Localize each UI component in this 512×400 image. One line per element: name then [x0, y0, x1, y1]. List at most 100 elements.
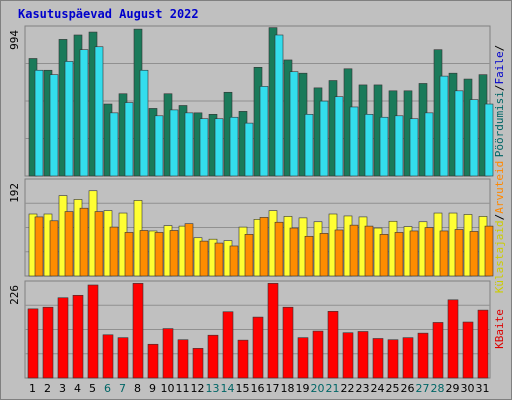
- top-bar-faile-18: [289, 71, 299, 177]
- middle-bar-arvuteid-16: [259, 217, 269, 277]
- middle-bar-arvuteid-23: [364, 225, 374, 277]
- x-tick-label-30: 30: [461, 382, 475, 395]
- legend-entry: Külastajaid: [493, 220, 506, 293]
- middle-bar-arvuteid-13: [214, 242, 224, 277]
- top-bar-faile-2: [49, 74, 59, 177]
- x-tick-label-26: 26: [401, 382, 415, 395]
- bottom-bar-kbaite-27: [417, 332, 429, 379]
- middle-bar-arvuteid-4: [79, 207, 89, 277]
- x-tick-label-5: 5: [89, 382, 96, 395]
- x-tick-label-21: 21: [326, 382, 340, 395]
- bottom-bar-kbaite-19: [297, 337, 309, 379]
- x-tick-label-8: 8: [134, 382, 141, 395]
- top-bar-faile-11: [184, 112, 194, 177]
- top-bar-faile-20: [319, 100, 329, 177]
- bottom-bar-kbaite-26: [402, 337, 414, 379]
- legend-entry: /: [493, 214, 506, 221]
- x-tick-label-29: 29: [446, 382, 460, 395]
- bottom-bar-kbaite-30: [462, 321, 474, 379]
- middle-ytick-label: 192: [8, 183, 21, 203]
- x-tick-label-3: 3: [59, 382, 66, 395]
- middle-bar-arvuteid-9: [154, 232, 164, 277]
- top-bar-faile-1: [34, 69, 44, 177]
- top-bar-faile-8: [139, 69, 149, 177]
- x-tick-label-22: 22: [341, 382, 355, 395]
- bottom-ytick-label: 226: [8, 285, 21, 305]
- top-bar-faile-29: [454, 90, 464, 177]
- top-bar-faile-5: [94, 46, 104, 177]
- bottom-bar-kbaite-3: [57, 297, 69, 379]
- top-bar-faile-30: [469, 99, 479, 177]
- middle-bar-arvuteid-2: [49, 220, 59, 277]
- top-bar-faile-23: [364, 114, 374, 177]
- middle-bar-arvuteid-12: [199, 240, 209, 277]
- bottom-legend: KBaite: [493, 309, 506, 349]
- x-tick-label-7: 7: [119, 382, 126, 395]
- middle-bar-arvuteid-14: [229, 245, 239, 277]
- x-tick-label-23: 23: [356, 382, 370, 395]
- middle-bar-arvuteid-25: [394, 232, 404, 277]
- top-bar-faile-21: [334, 96, 344, 177]
- middle-bar-arvuteid-17: [274, 221, 284, 277]
- x-tick-label-18: 18: [281, 382, 295, 395]
- middle-bar-arvuteid-22: [349, 224, 359, 277]
- middle-bar-arvuteid-11: [184, 223, 194, 277]
- legend-entry: /: [493, 84, 506, 91]
- top-legend: Pöördumisi/Faile/: [493, 45, 506, 158]
- middle-bar-arvuteid-29: [454, 229, 464, 277]
- x-tick-label-20: 20: [311, 382, 325, 395]
- legend-entry: Pöördumisi: [493, 91, 506, 157]
- legend-entry: /: [493, 45, 506, 52]
- bottom-bar-kbaite-28: [432, 322, 444, 379]
- middle-legend: Külastajaid/Arvuteid: [493, 161, 506, 293]
- x-tick-label-28: 28: [431, 382, 445, 395]
- x-tick-label-27: 27: [416, 382, 430, 395]
- middle-bar-arvuteid-18: [289, 227, 299, 277]
- x-tick-label-31: 31: [476, 382, 490, 395]
- bottom-bar-kbaite-1: [27, 308, 39, 379]
- x-tick-label-9: 9: [149, 382, 156, 395]
- x-tick-label-16: 16: [251, 382, 265, 395]
- chart-title: Kasutuspäevad August 2022: [18, 7, 199, 21]
- x-tick-label-14: 14: [221, 382, 235, 395]
- x-tick-label-11: 11: [176, 382, 190, 395]
- middle-bar-arvuteid-28: [439, 230, 449, 277]
- middle-bar-arvuteid-26: [409, 230, 419, 277]
- bottom-bar-kbaite-8: [132, 283, 144, 379]
- middle-bar-arvuteid-10: [169, 230, 179, 277]
- top-bar-faile-26: [409, 118, 419, 177]
- legend-entry: Arvuteid: [493, 161, 506, 214]
- x-tick-label-17: 17: [266, 382, 280, 395]
- top-bar-faile-27: [424, 112, 434, 177]
- x-tick-label-24: 24: [371, 382, 385, 395]
- middle-bar-arvuteid-21: [334, 229, 344, 277]
- bottom-bar-kbaite-16: [252, 316, 264, 379]
- bottom-bar-kbaite-14: [222, 311, 234, 379]
- bottom-bar-kbaite-9: [147, 343, 159, 379]
- bottom-bar-kbaite-24: [372, 338, 384, 379]
- bottom-bar-kbaite-29: [447, 299, 459, 379]
- top-bar-faile-3: [64, 61, 74, 177]
- middle-bar-arvuteid-24: [379, 234, 389, 277]
- middle-bar-arvuteid-8: [139, 230, 149, 277]
- top-bar-faile-17: [274, 34, 284, 177]
- middle-bar-arvuteid-27: [424, 227, 434, 277]
- middle-bar-arvuteid-31: [484, 225, 494, 277]
- x-tick-label-12: 12: [191, 382, 205, 395]
- legend-entry: KBaite: [493, 309, 506, 349]
- bottom-bar-kbaite-10: [162, 328, 174, 379]
- bottom-bar-kbaite-17: [267, 283, 279, 379]
- middle-bar-arvuteid-3: [64, 211, 74, 277]
- bottom-bar-kbaite-11: [177, 339, 189, 379]
- bottom-bar-kbaite-5: [87, 284, 99, 379]
- bottom-bar-kbaite-6: [102, 334, 114, 379]
- top-bar-faile-10: [169, 109, 179, 177]
- bottom-bar-kbaite-18: [282, 306, 294, 379]
- x-tick-label-10: 10: [161, 382, 175, 395]
- bottom-bar-kbaite-4: [72, 294, 84, 379]
- top-bar-faile-24: [379, 116, 389, 177]
- bottom-bar-kbaite-20: [312, 330, 324, 379]
- top-bar-faile-7: [124, 102, 134, 177]
- bottom-bar-kbaite-25: [387, 339, 399, 379]
